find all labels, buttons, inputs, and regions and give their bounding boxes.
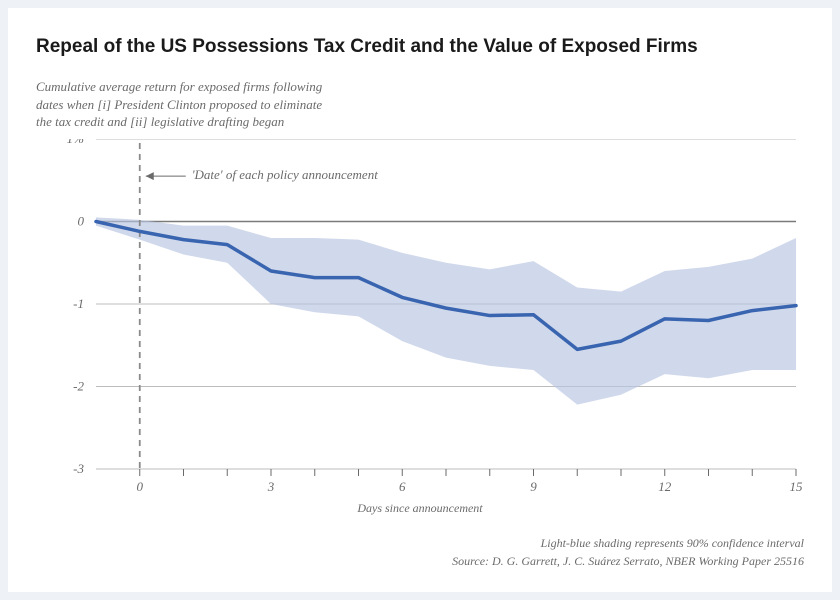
annotation-label: 'Date' of each policy announcement	[192, 167, 378, 183]
subtitle-line-1: Cumulative average return for exposed fi…	[36, 79, 322, 94]
svg-text:-1: -1	[73, 296, 84, 311]
footer-line-2: Source: D. G. Garrett, J. C. Suárez Serr…	[452, 554, 804, 568]
svg-text:12: 12	[658, 479, 672, 494]
svg-text:1%: 1%	[67, 139, 85, 146]
svg-text:3: 3	[267, 479, 275, 494]
svg-text:-3: -3	[73, 461, 84, 476]
chart-svg: -3 -2 -1 0 1% 0 3 6 9 12 15	[36, 139, 816, 499]
svg-text:0: 0	[137, 479, 144, 494]
subtitle-line-2: dates when [i] President Clinton propose…	[36, 97, 322, 112]
svg-text:9: 9	[530, 479, 537, 494]
chart-subtitle: Cumulative average return for exposed fi…	[36, 78, 804, 131]
subtitle-line-3: the tax credit and [ii] legislative draf…	[36, 114, 284, 129]
svg-text:-2: -2	[73, 378, 84, 393]
footer-line-1: Light-blue shading represents 90% confid…	[541, 536, 804, 550]
x-axis-label: Days since announcement	[36, 501, 804, 516]
chart-container: Repeal of the US Possessions Tax Credit …	[8, 8, 832, 592]
chart-footer: Light-blue shading represents 90% confid…	[452, 535, 804, 570]
svg-text:6: 6	[399, 479, 406, 494]
chart-area: -3 -2 -1 0 1% 0 3 6 9 12 15 'Date' of each policy …	[36, 139, 804, 499]
svg-text:15: 15	[790, 479, 804, 494]
svg-text:0: 0	[78, 213, 85, 228]
chart-title: Repeal of the US Possessions Tax Credit …	[36, 36, 804, 58]
